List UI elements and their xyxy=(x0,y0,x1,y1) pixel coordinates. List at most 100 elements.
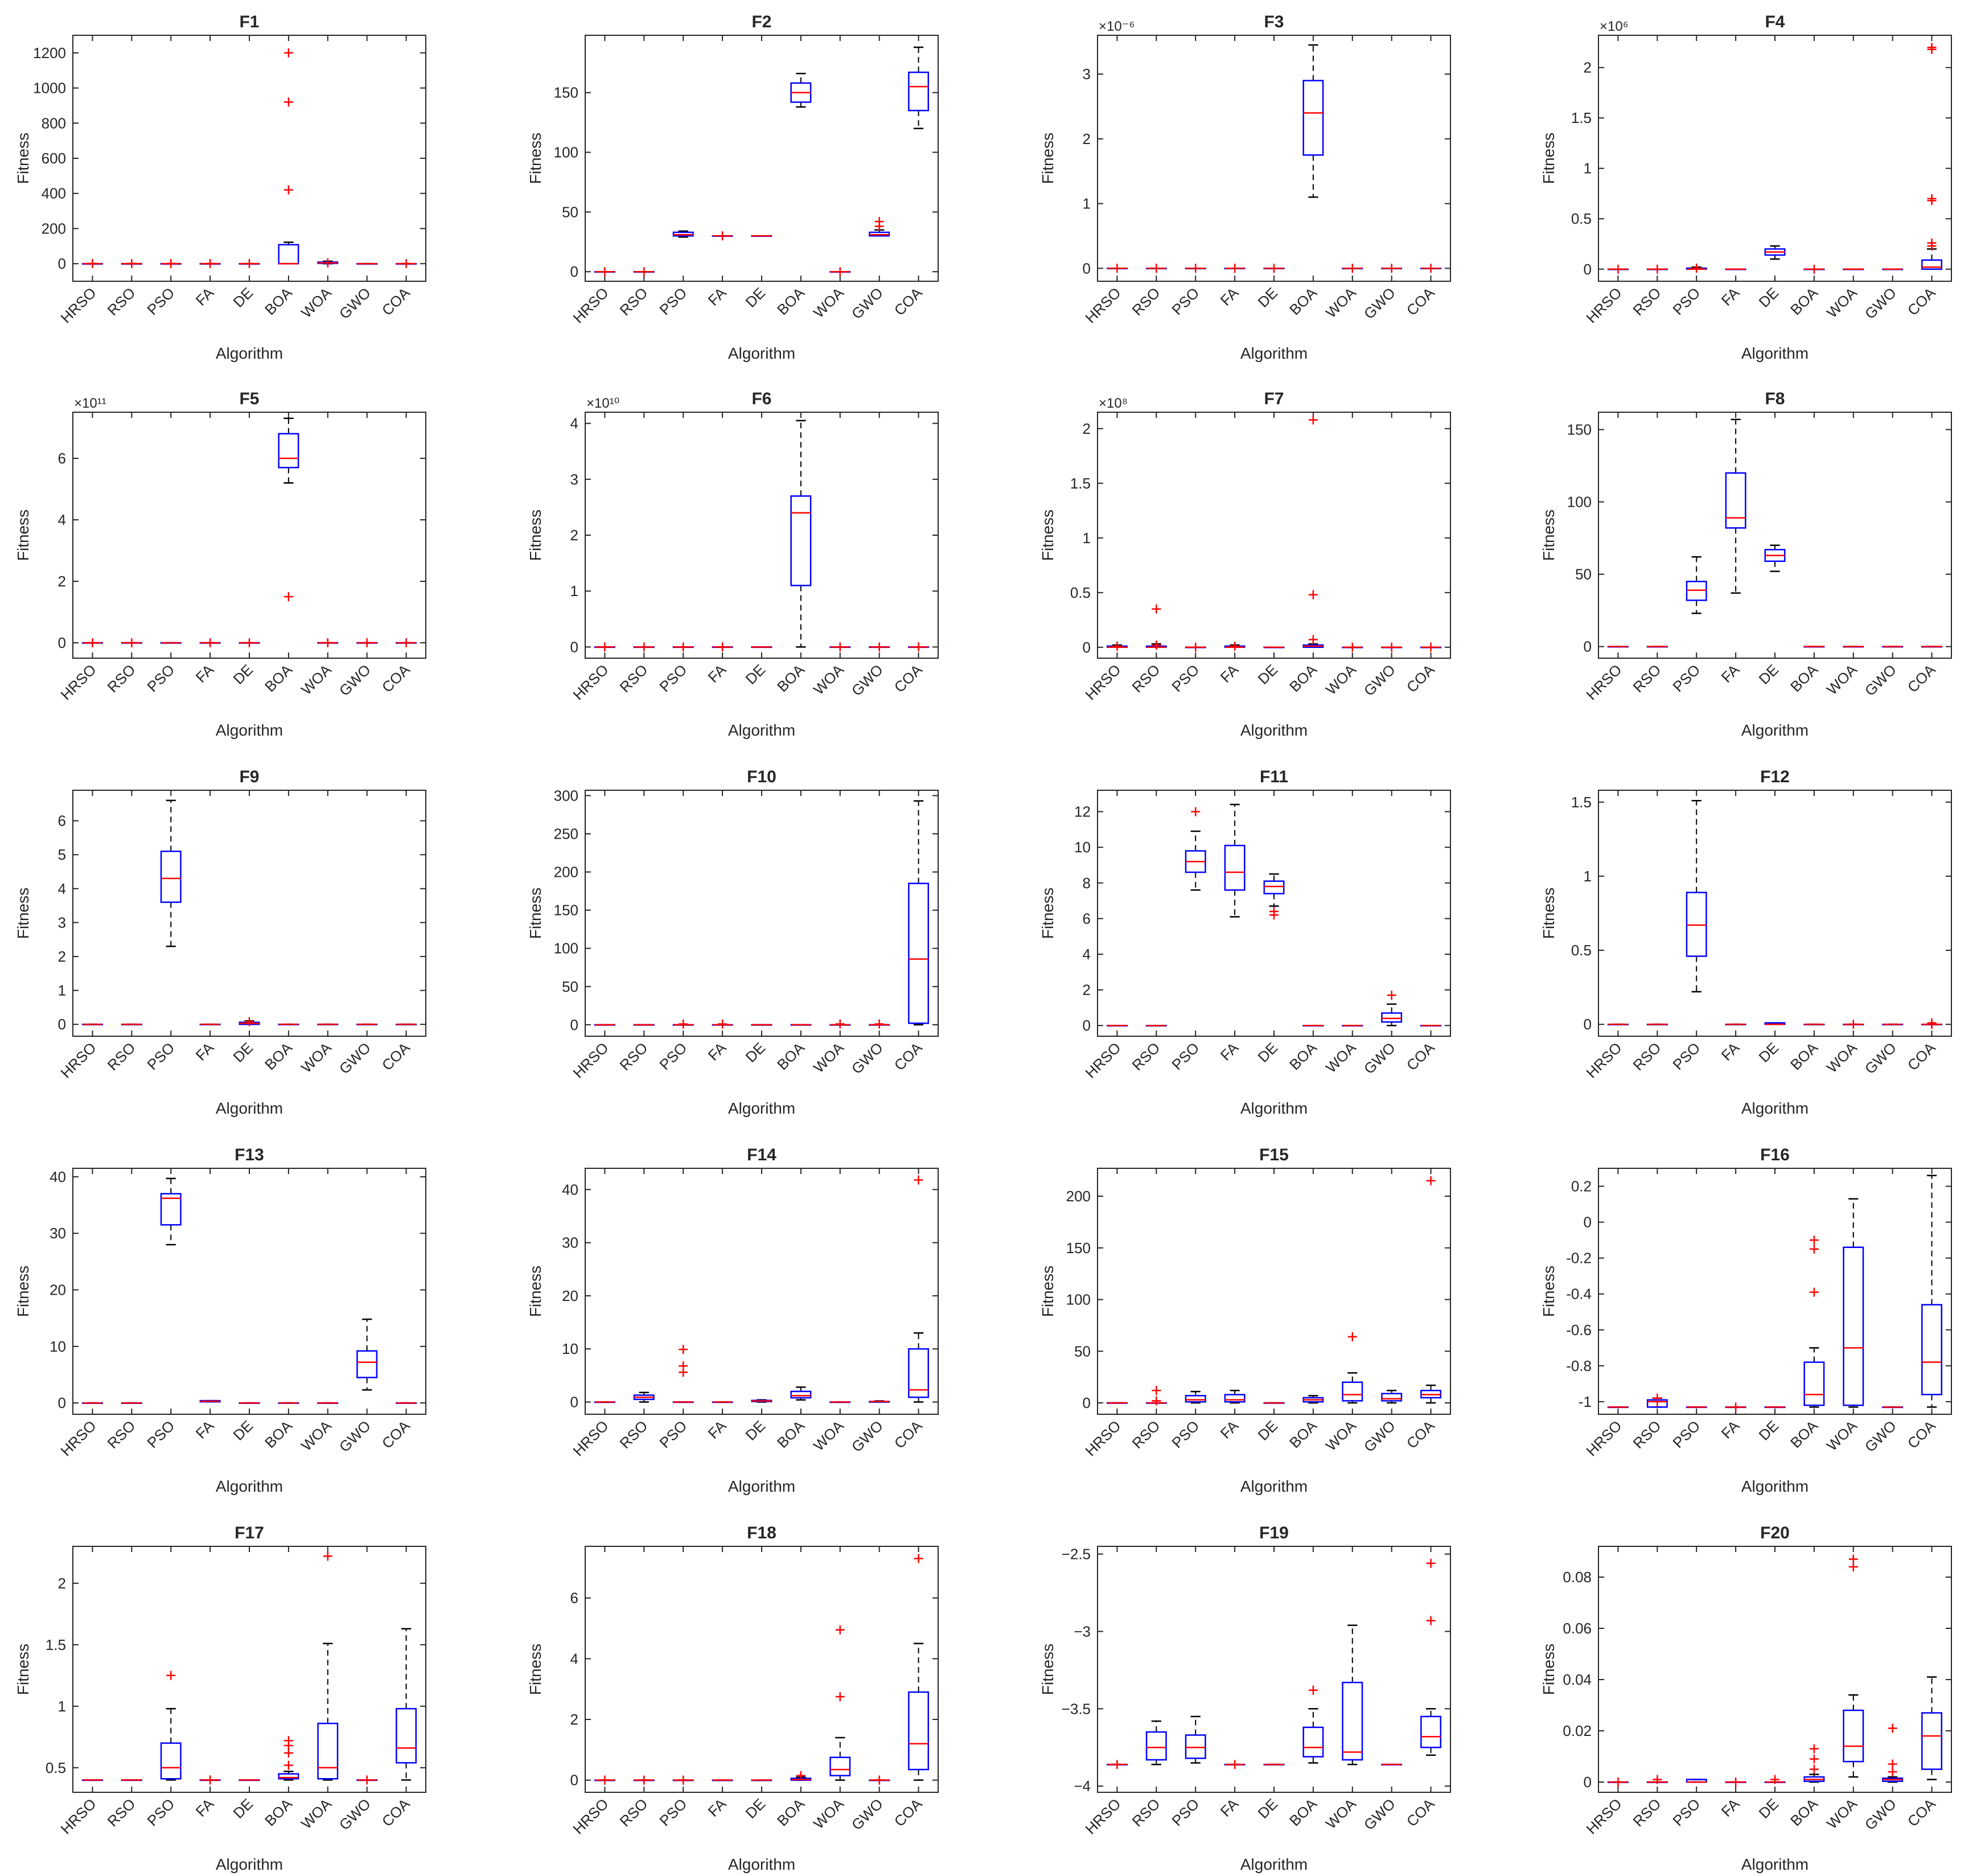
box-gwo xyxy=(1381,642,1403,652)
iqr-box xyxy=(1803,1361,1825,1406)
box-coa xyxy=(1921,1018,1943,1029)
x-tick-label: PSO xyxy=(1669,1795,1703,1829)
x-tick-label: PSO xyxy=(1168,1039,1202,1073)
y-tick-label: 1000 xyxy=(33,80,66,97)
box-rso xyxy=(633,1775,655,1785)
outlier-marker xyxy=(1269,264,1279,273)
y-tick-label: 100 xyxy=(1066,1291,1091,1308)
x-tick-label: RSO xyxy=(617,1039,651,1074)
iqr-box xyxy=(1725,472,1746,529)
outlier-marker xyxy=(874,642,884,652)
box-fa xyxy=(1725,268,1746,270)
y-tick-label: 0 xyxy=(570,638,578,655)
x-tick-label: FA xyxy=(705,1039,730,1064)
x-tick-label: GWO xyxy=(1361,1039,1399,1077)
y-axis-label: Fitness xyxy=(527,133,544,184)
x-tick-label: BOA xyxy=(1787,1417,1822,1452)
x-tick-label: DE xyxy=(1254,661,1281,688)
box-de xyxy=(1263,646,1285,648)
outlier-marker xyxy=(1809,1764,1819,1774)
y-axis-label: Fitness xyxy=(14,133,32,184)
axes-frame xyxy=(585,1546,939,1793)
x-tick-label: HRSO xyxy=(1583,1039,1625,1081)
outlier-marker xyxy=(206,258,215,268)
x-tick-label: RSO xyxy=(617,1417,651,1452)
y-tick-label: 50 xyxy=(1074,1343,1091,1360)
x-tick-label: FA xyxy=(1217,661,1242,686)
box-gwo xyxy=(869,1400,890,1403)
box-hrso xyxy=(1607,1023,1629,1025)
x-tick-label: FA xyxy=(705,661,730,686)
box-woa xyxy=(1843,1554,1864,1778)
y-tick-label: 0 xyxy=(570,1772,578,1789)
x-tick-label: WOA xyxy=(298,661,335,699)
y-tick-label: 0.02 xyxy=(1563,1722,1592,1739)
box-de xyxy=(239,1017,260,1027)
y-tick-label: 40 xyxy=(50,1168,66,1185)
outlier-marker xyxy=(1848,1554,1858,1564)
y-tick-label: -0.8 xyxy=(1566,1357,1592,1374)
y-tick-label: 0 xyxy=(1584,1016,1592,1033)
box-coa xyxy=(908,642,930,652)
y-axis-label: Fitness xyxy=(1540,1644,1557,1695)
outlier-marker xyxy=(1308,1685,1318,1695)
iqr-box xyxy=(1224,844,1246,891)
x-tick-label: HRSO xyxy=(569,1795,611,1837)
outlier-marker xyxy=(718,642,728,652)
x-tick-label: RSO xyxy=(104,284,139,319)
outlier-marker xyxy=(914,642,923,652)
y-tick-label: 200 xyxy=(554,864,578,881)
box-gwo xyxy=(356,1775,378,1785)
x-tick-label: BOA xyxy=(774,284,808,319)
x-tick-label: COA xyxy=(379,1417,414,1452)
iqr-box xyxy=(1381,1012,1403,1023)
box-rso xyxy=(1646,1775,1668,1784)
box-coa xyxy=(908,46,930,129)
iqr-box xyxy=(1843,1709,1864,1763)
outlier-marker xyxy=(1613,264,1623,274)
y-axis-label: Fitness xyxy=(1540,133,1557,184)
y-axis-label: Fitness xyxy=(1540,510,1557,561)
outlier-marker xyxy=(1347,642,1357,652)
x-tick-label: PSO xyxy=(656,1417,690,1451)
chart-panel-f15: 0 50 100 150 200 HRSO RSO PSO FA DE BOA WOA GWO COA F1… xyxy=(1039,1146,1451,1495)
x-tick-label: WOA xyxy=(1823,1417,1861,1455)
box-pso xyxy=(1185,807,1206,891)
outlier-marker xyxy=(283,1736,293,1746)
box-pso xyxy=(160,1177,182,1246)
y-tick-label: 50 xyxy=(562,203,578,220)
outlier-marker xyxy=(1191,642,1201,652)
x-tick-label: BOA xyxy=(261,1039,296,1074)
y-tick-label: 0 xyxy=(1584,1214,1592,1231)
x-axis-label: Algorithm xyxy=(1240,1856,1308,1873)
x-tick-label: RSO xyxy=(617,284,651,319)
box-woa xyxy=(1843,1020,1864,1029)
x-tick-label: BOA xyxy=(1787,1039,1822,1074)
y-tick-label: 150 xyxy=(1066,1239,1091,1257)
y-tick-label: 100 xyxy=(1567,494,1592,511)
box-woa xyxy=(1342,1332,1363,1404)
x-tick-label: BOA xyxy=(1286,1795,1321,1830)
x-tick-label: WOA xyxy=(1322,1039,1360,1077)
y-tick-label: -0.2 xyxy=(1566,1250,1592,1267)
box-woa xyxy=(1342,264,1363,273)
x-axis-label: Algorithm xyxy=(728,1856,795,1873)
outlier-marker xyxy=(1770,1775,1779,1784)
y-tick-label: 4 xyxy=(58,880,66,897)
x-tick-label: HRSO xyxy=(569,284,611,326)
x-tick-label: COA xyxy=(1904,661,1939,696)
y-tick-label: 1.5 xyxy=(46,1636,66,1653)
outlier-marker xyxy=(1927,194,1937,203)
outlier-marker xyxy=(323,1551,332,1561)
box-boa xyxy=(278,1023,299,1025)
box-fa xyxy=(712,1401,733,1403)
outlier-marker xyxy=(206,1775,215,1785)
panel-title: F2 xyxy=(751,13,771,31)
x-tick-label: PSO xyxy=(1669,1039,1703,1073)
box-hrso xyxy=(1106,1024,1128,1027)
box-coa xyxy=(1420,264,1442,273)
outlier-marker xyxy=(1848,1020,1858,1029)
box-rso xyxy=(633,642,655,652)
box-boa xyxy=(1803,1235,1825,1408)
